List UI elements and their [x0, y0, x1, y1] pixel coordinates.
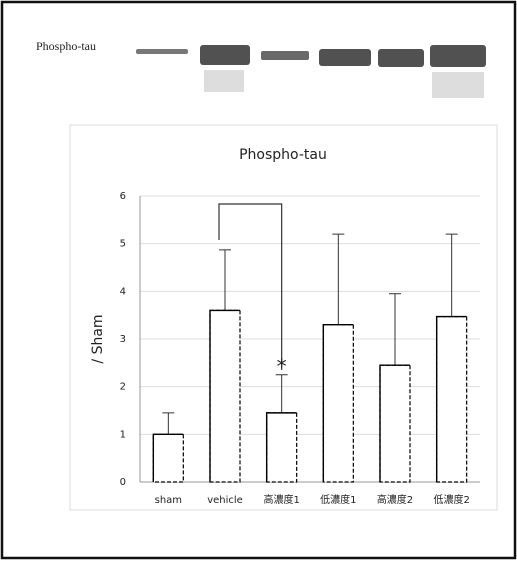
significance-marker: *	[277, 355, 287, 379]
y-tick-label: 0	[120, 477, 126, 488]
x-tick-label: sham	[155, 495, 182, 506]
y-tick-label: 6	[120, 191, 126, 202]
chart-title: Phospho-tau	[239, 147, 327, 163]
x-tick-label: 高濃度2	[377, 493, 413, 506]
bar	[210, 310, 240, 482]
y-tick-label: 2	[120, 382, 126, 393]
blot-label: Phospho-tau	[36, 39, 96, 53]
x-tick-label: 低濃度2	[433, 493, 469, 506]
y-axis-label: / Sham	[90, 314, 106, 363]
x-tick-label: 低濃度1	[320, 493, 356, 506]
bar	[380, 365, 410, 482]
bar	[153, 434, 183, 482]
y-tick-label: 5	[120, 239, 126, 250]
x-tick-label: 高濃度1	[263, 493, 299, 506]
figure: Phospho-tau Phospho-tau / Sham 0 1 2 3 4 5 6 sh…	[0, 0, 517, 560]
bar	[323, 325, 353, 482]
y-tick-label: 1	[120, 429, 126, 440]
bar	[437, 317, 467, 482]
y-tick-label: 4	[120, 286, 126, 297]
page: {"blot": {"label": "Phospho-tau"}, "char…	[0, 0, 517, 564]
x-tick-label: vehicle	[207, 495, 243, 506]
bar	[267, 413, 297, 482]
y-tick-label: 3	[120, 334, 126, 345]
